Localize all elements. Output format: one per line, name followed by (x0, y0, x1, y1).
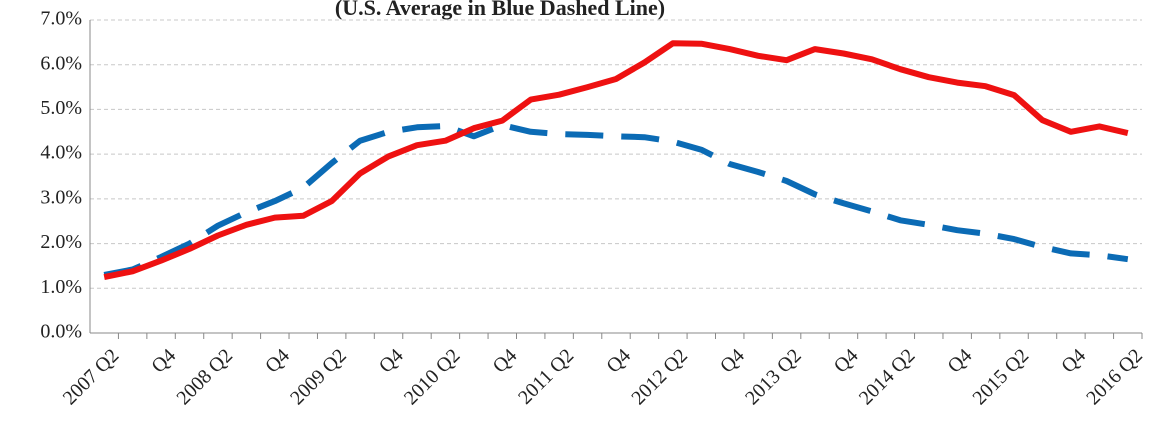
x-tick-label: 2013 Q2 (741, 345, 806, 410)
x-tick-label: Q4 (1057, 345, 1090, 378)
x-tick-label: Q4 (943, 345, 976, 378)
x-tick-label: 2009 Q2 (286, 345, 351, 410)
x-tick-label: Q4 (716, 345, 749, 378)
x-tick-label: 2011 Q2 (514, 345, 578, 409)
x-tick-label: Q4 (602, 345, 635, 378)
y-tick-label: 4.0% (40, 142, 82, 164)
y-tick-label: 3.0% (40, 186, 82, 208)
x-tick-label: 2016 Q2 (1082, 345, 1147, 410)
x-tick-label: Q4 (147, 345, 180, 378)
chart-title: (U.S. Average in Blue Dashed Line) (335, 0, 665, 20)
x-tick-label: 2008 Q2 (172, 345, 237, 410)
x-tick-label: Q4 (830, 345, 863, 378)
x-tick-label: 2012 Q2 (627, 345, 692, 410)
x-tick-label: Q4 (375, 345, 408, 378)
x-tick-label: 2010 Q2 (400, 345, 465, 410)
x-tick-label: Q4 (261, 345, 294, 378)
x-tick-label: 2014 Q2 (855, 345, 920, 410)
x-tick-label: 2015 Q2 (969, 345, 1034, 410)
y-tick-label: 7.0% (40, 8, 82, 30)
x-tick-label: 2007 Q2 (59, 345, 124, 410)
y-tick-label: 6.0% (40, 52, 82, 74)
y-tick-label: 0.0% (40, 321, 82, 343)
line-series (103, 122, 1129, 278)
y-tick-label: 1.0% (40, 276, 82, 298)
y-tick-label: 5.0% (40, 97, 82, 119)
y-tick-label: 2.0% (40, 231, 82, 253)
x-tick-label: Q4 (489, 345, 522, 378)
line-series (103, 40, 1129, 281)
